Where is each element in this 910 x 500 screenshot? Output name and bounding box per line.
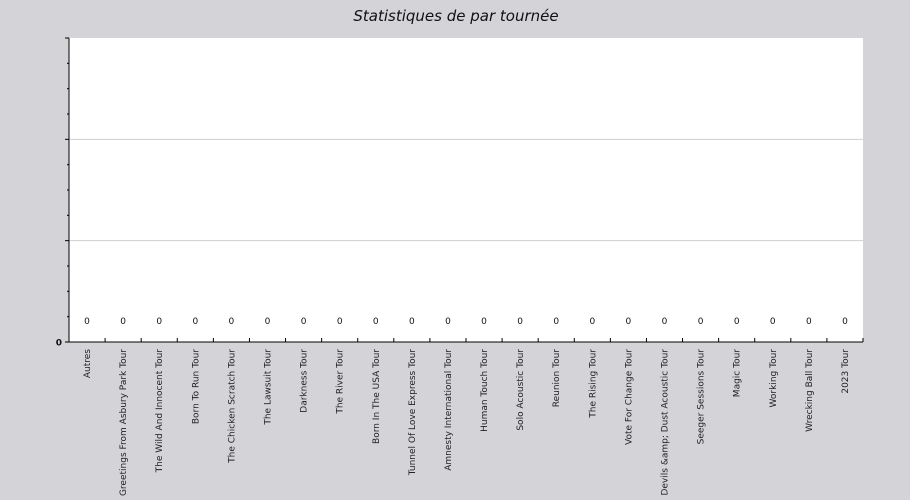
value-label: 0 bbox=[481, 317, 487, 327]
x-tick-label: Darkness Tour bbox=[300, 349, 310, 413]
x-tick-label: The Wild And Innocent Tour bbox=[155, 349, 165, 474]
value-label: 0 bbox=[842, 317, 848, 327]
value-label: 0 bbox=[229, 317, 235, 327]
x-tick-label: 2023 Tour bbox=[841, 349, 851, 394]
x-tick-label: Devils &amp; Dust Acoustic Tour bbox=[661, 349, 671, 496]
value-label: 0 bbox=[626, 317, 632, 327]
value-label: 0 bbox=[770, 317, 776, 327]
x-tick-label: Born To Run Tour bbox=[191, 349, 201, 424]
x-tick-label: Reunion Tour bbox=[552, 349, 562, 408]
x-tick-label: Tunnel Of Love Express Tour bbox=[408, 349, 418, 477]
x-tick-label: Human Touch Tour bbox=[480, 349, 490, 432]
value-label: 0 bbox=[589, 317, 595, 327]
x-tick-label: The Chicken Scratch Tour bbox=[227, 349, 237, 464]
value-label: 0 bbox=[84, 317, 90, 327]
x-tick-label: Greetings From Asbury Park Tour bbox=[119, 349, 129, 496]
value-label: 0 bbox=[445, 317, 451, 327]
x-tick-labels: Autres Greetings From Asbury Park Tour The… bbox=[83, 349, 851, 496]
value-label: 0 bbox=[698, 317, 704, 327]
value-label: 0 bbox=[734, 317, 740, 327]
value-label: 0 bbox=[301, 317, 307, 327]
value-label: 0 bbox=[517, 317, 523, 327]
value-label: 0 bbox=[409, 317, 415, 327]
x-tick-label: The Rising Tour bbox=[588, 349, 598, 419]
x-tick-label: Amnesty International Tour bbox=[444, 349, 454, 471]
axes bbox=[65, 37, 864, 343]
value-label: 0 bbox=[553, 317, 559, 327]
x-tick-label: Seeger Sessions Tour bbox=[697, 349, 707, 445]
x-tick-label: Autres bbox=[83, 349, 93, 378]
x-tick-label: The River Tour bbox=[336, 349, 346, 415]
chart-title: Statistiques de par tournée bbox=[353, 7, 558, 25]
x-tick-label: Born In The USA Tour bbox=[372, 349, 382, 444]
y-tick-label-0: 0 bbox=[56, 339, 62, 349]
value-label: 0 bbox=[156, 317, 162, 327]
x-tick-label: The Lawsuit Tour bbox=[264, 349, 274, 426]
value-label: 0 bbox=[265, 317, 271, 327]
value-label: 0 bbox=[337, 317, 343, 327]
value-label: 0 bbox=[806, 317, 812, 327]
x-tick-label: Wrecking Ball Tour bbox=[805, 349, 815, 432]
value-labels: 0 0 0 0 0 0 0 0 0 0 0 0 0 0 0 0 0 0 0 0 0 0 bbox=[84, 317, 848, 327]
x-tick-label: Solo Acoustic Tour bbox=[516, 349, 526, 431]
value-label: 0 bbox=[662, 317, 668, 327]
gridlines bbox=[69, 138, 863, 242]
value-label: 0 bbox=[373, 317, 379, 327]
plot-area bbox=[69, 38, 863, 342]
x-tick-label: Vote For Change Tour bbox=[624, 349, 634, 445]
value-label: 0 bbox=[120, 317, 126, 327]
x-tick-label: Working Tour bbox=[769, 349, 779, 408]
value-label: 0 bbox=[192, 317, 198, 327]
x-tick-label: Magic Tour bbox=[733, 349, 743, 397]
